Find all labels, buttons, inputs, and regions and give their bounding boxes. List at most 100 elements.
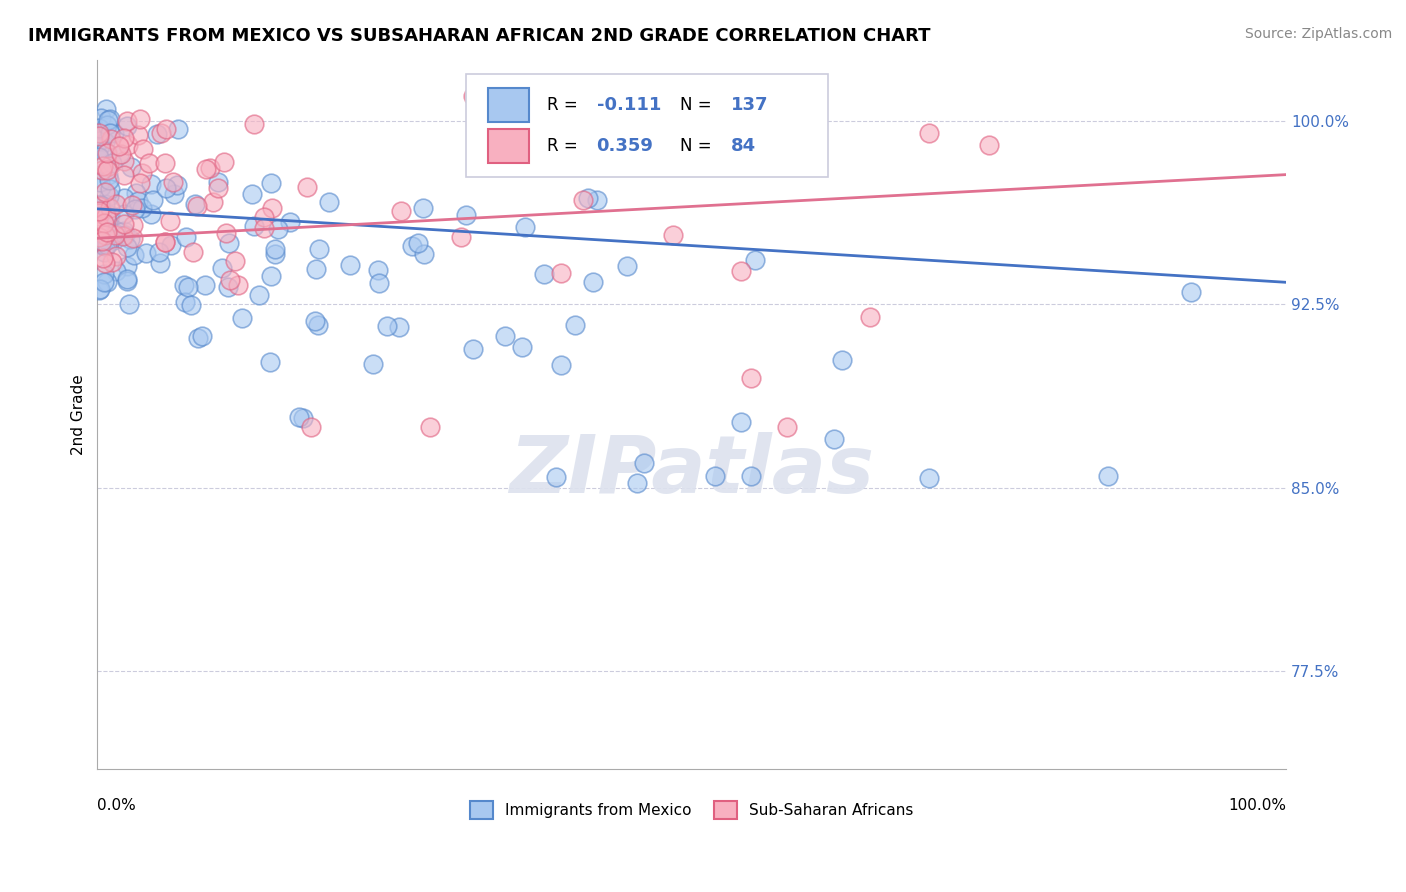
Point: [550, 266, 572, 280]
Point: [226, 278, 249, 293]
Point: [108, 225, 131, 239]
Point: [260, 268, 283, 283]
Point: [87, 150, 110, 164]
Point: [406, 235, 429, 250]
Point: [87, 199, 110, 213]
Point: [90, 111, 112, 125]
Point: [127, 194, 149, 209]
Point: [367, 276, 389, 290]
Point: [198, 161, 221, 175]
Point: [582, 275, 605, 289]
Point: [623, 145, 645, 159]
Point: [174, 230, 197, 244]
Point: [212, 155, 235, 169]
Point: [96, 276, 118, 290]
Point: [124, 202, 146, 217]
Point: [166, 178, 188, 193]
Point: [253, 220, 276, 235]
Point: [139, 207, 162, 221]
Point: [131, 166, 153, 180]
Point: [494, 329, 516, 343]
Point: [412, 201, 434, 215]
Point: [94, 196, 117, 211]
Text: IMMIGRANTS FROM MEXICO VS SUBSAHARAN AFRICAN 2ND GRADE CORRELATION CHART: IMMIGRANTS FROM MEXICO VS SUBSAHARAN AFR…: [28, 27, 931, 45]
Point: [704, 468, 727, 483]
Point: [662, 228, 685, 243]
Text: ZIPatlas: ZIPatlas: [509, 433, 875, 510]
Point: [149, 126, 172, 140]
Point: [110, 146, 132, 161]
Point: [260, 176, 283, 190]
Point: [89, 206, 111, 220]
Point: [112, 153, 135, 168]
Text: 100.0%: 100.0%: [1227, 797, 1286, 813]
Point: [114, 227, 136, 242]
Point: [155, 181, 177, 195]
Point: [105, 197, 128, 211]
Point: [510, 341, 533, 355]
Y-axis label: 2nd Grade: 2nd Grade: [72, 374, 86, 455]
Point: [280, 215, 302, 229]
Point: [108, 139, 131, 153]
Point: [141, 177, 163, 191]
Point: [211, 260, 233, 275]
Point: [295, 180, 318, 194]
Point: [87, 210, 110, 224]
Point: [93, 267, 115, 281]
Point: [135, 245, 157, 260]
Point: [299, 419, 322, 434]
Point: [117, 138, 139, 153]
Text: R =: R =: [547, 137, 582, 155]
Point: [160, 237, 183, 252]
Point: [115, 119, 138, 133]
Point: [243, 219, 266, 234]
Point: [450, 229, 472, 244]
Point: [184, 197, 207, 211]
Point: [87, 121, 110, 136]
Point: [318, 195, 340, 210]
Point: [243, 117, 266, 131]
Point: [90, 237, 112, 252]
Point: [155, 156, 177, 170]
Point: [87, 204, 110, 219]
Text: 137: 137: [731, 96, 769, 114]
Point: [101, 254, 124, 268]
Point: [740, 370, 762, 384]
Point: [247, 288, 270, 302]
Point: [616, 259, 638, 273]
Point: [96, 145, 118, 160]
Text: N =: N =: [679, 137, 717, 155]
Point: [93, 244, 115, 259]
Point: [108, 148, 131, 162]
Point: [97, 168, 120, 182]
Point: [1180, 285, 1202, 299]
Point: [115, 274, 138, 288]
Point: [918, 126, 941, 140]
Point: [546, 470, 568, 484]
Point: [94, 102, 117, 116]
Point: [89, 197, 111, 211]
Point: [105, 264, 128, 278]
Point: [87, 283, 110, 297]
Point: [173, 277, 195, 292]
Point: [103, 126, 125, 140]
Point: [93, 160, 115, 174]
Text: R =: R =: [547, 96, 582, 114]
Point: [918, 471, 941, 485]
Point: [522, 110, 544, 124]
Point: [730, 263, 752, 277]
Point: [122, 231, 145, 245]
Point: [90, 180, 112, 194]
Point: [112, 228, 135, 243]
Point: [115, 240, 138, 254]
Point: [94, 185, 117, 199]
Point: [740, 468, 762, 483]
Point: [87, 129, 110, 144]
Point: [112, 168, 135, 182]
Text: 0.0%: 0.0%: [97, 797, 136, 813]
Point: [98, 211, 121, 225]
Point: [288, 409, 311, 424]
Point: [94, 239, 117, 253]
Point: [94, 144, 117, 158]
Point: [207, 180, 229, 194]
